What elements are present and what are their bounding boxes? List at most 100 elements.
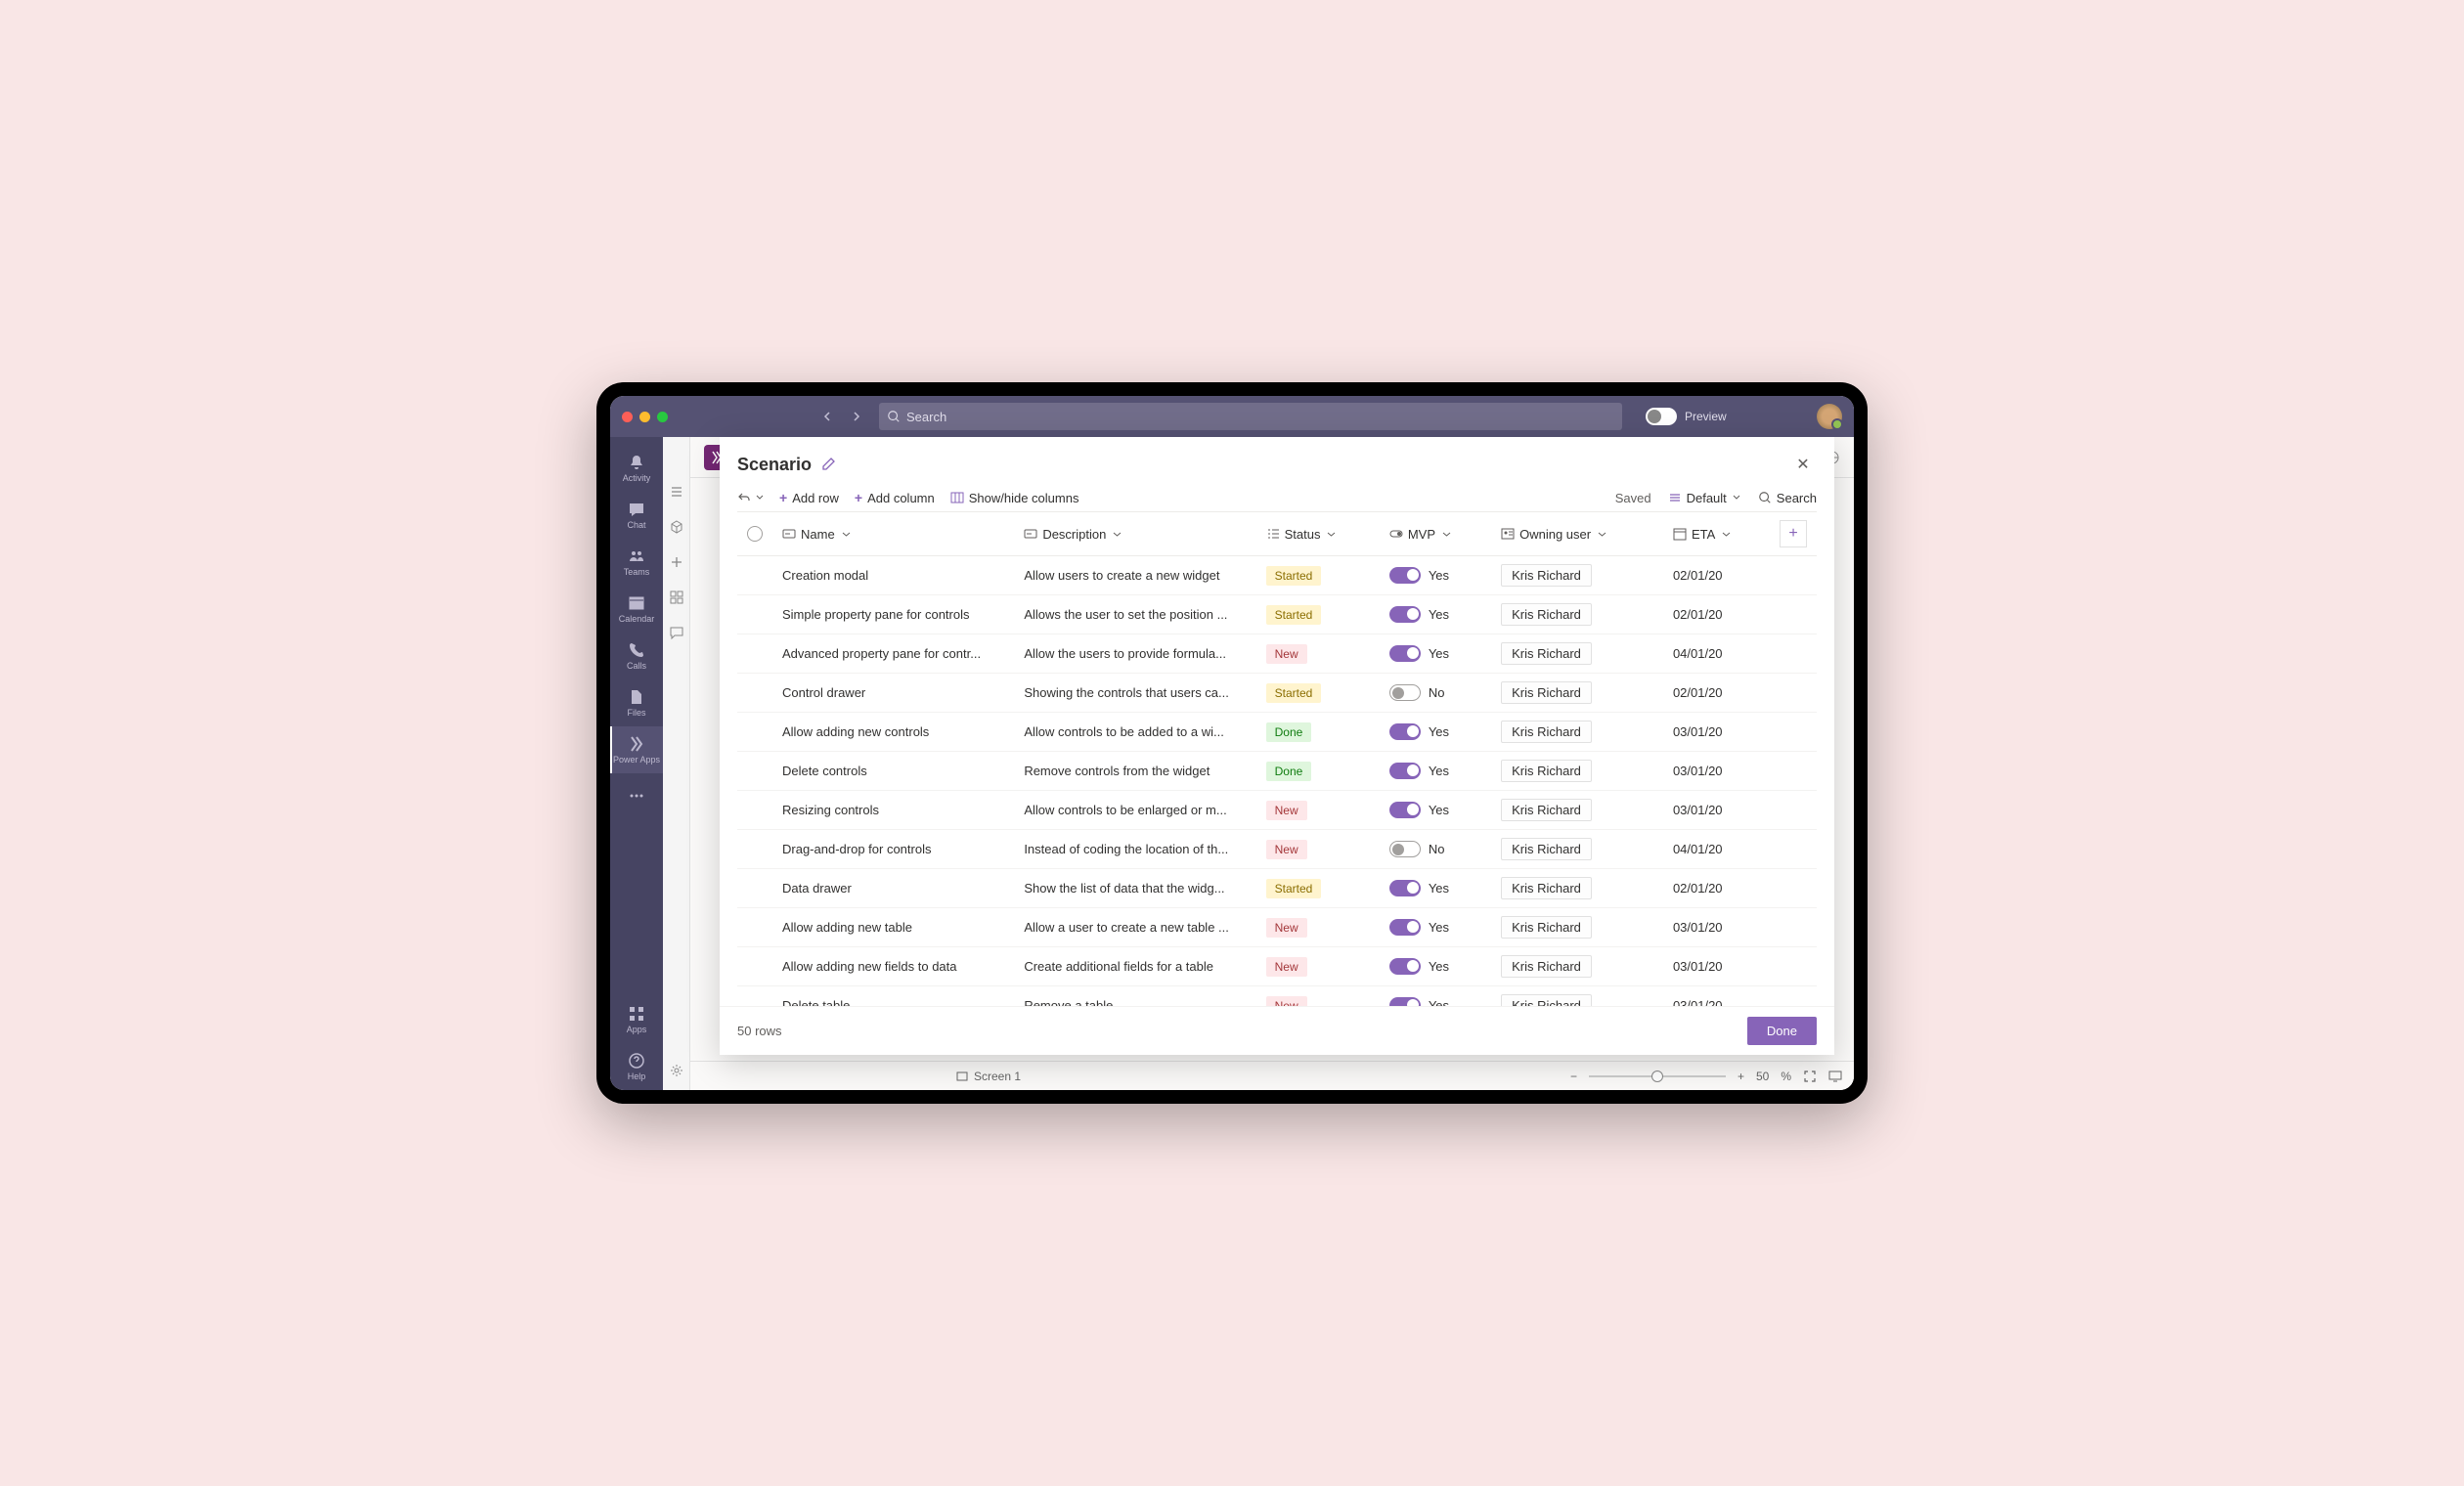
mvp-toggle[interactable] <box>1389 880 1421 896</box>
maximize-window[interactable] <box>657 412 668 422</box>
cell-name: Allow adding new table <box>772 908 1014 947</box>
cell-eta: 03/01/20 <box>1663 713 1770 752</box>
cell-status: Started <box>1256 869 1380 908</box>
cell-name: Simple property pane for controls <box>772 595 1014 634</box>
rail-item-apps[interactable]: Apps <box>610 996 663 1043</box>
mvp-toggle[interactable] <box>1389 684 1421 701</box>
tree-icon[interactable] <box>669 484 684 500</box>
fit-icon[interactable] <box>1803 1070 1817 1083</box>
column-header-description[interactable]: Description <box>1014 512 1255 556</box>
table-row[interactable]: Data drawer Show the list of data that t… <box>737 869 1817 908</box>
select-all[interactable] <box>747 526 763 542</box>
rail-item-calls[interactable]: Calls <box>610 633 663 679</box>
rail-item-files[interactable]: Files <box>610 679 663 726</box>
table-row[interactable]: Delete table Remove a table New Yes Kris… <box>737 986 1817 1007</box>
cell-owner: Kris Richard <box>1491 908 1663 947</box>
add-column-button[interactable]: +Add column <box>855 490 935 505</box>
settings-icon[interactable] <box>669 1063 684 1078</box>
view-selector[interactable]: Default <box>1669 491 1740 505</box>
undo-button[interactable] <box>737 491 764 504</box>
cell-eta: 03/01/20 <box>1663 986 1770 1007</box>
cell-eta: 03/01/20 <box>1663 791 1770 830</box>
mvp-toggle[interactable] <box>1389 958 1421 975</box>
mvp-toggle[interactable] <box>1389 841 1421 857</box>
cell-status: Started <box>1256 595 1380 634</box>
rail-item-power-apps[interactable]: Power Apps <box>610 726 663 773</box>
mvp-toggle[interactable] <box>1389 723 1421 740</box>
table-row[interactable]: Simple property pane for controls Allows… <box>737 595 1817 634</box>
zoom-in[interactable]: + <box>1738 1070 1744 1083</box>
preview-toggle[interactable]: Preview <box>1646 408 1727 425</box>
chat-icon[interactable] <box>669 625 684 640</box>
device-screen: Search Preview ActivityChatTeamsCalendar… <box>610 396 1854 1090</box>
more-icon <box>628 787 645 805</box>
global-search[interactable]: Search <box>879 403 1622 430</box>
table-row[interactable]: Allow adding new fields to data Create a… <box>737 947 1817 986</box>
table-row[interactable]: Creation modal Allow users to create a n… <box>737 556 1817 595</box>
table-row[interactable]: Resizing controls Allow controls to be e… <box>737 791 1817 830</box>
show-hide-columns-button[interactable]: Show/hide columns <box>950 491 1079 505</box>
mvp-toggle[interactable] <box>1389 606 1421 623</box>
search-button[interactable]: Search <box>1758 491 1817 505</box>
mvp-toggle[interactable] <box>1389 919 1421 936</box>
preview-switch[interactable] <box>1646 408 1677 425</box>
files-icon <box>628 688 645 706</box>
nav-back[interactable] <box>816 405 840 428</box>
mvp-toggle[interactable] <box>1389 763 1421 779</box>
table-row[interactable]: Delete controls Remove controls from the… <box>737 752 1817 791</box>
cube-icon[interactable] <box>669 519 684 535</box>
zoom-slider[interactable] <box>1589 1075 1726 1077</box>
mvp-toggle[interactable] <box>1389 997 1421 1006</box>
cell-owner: Kris Richard <box>1491 947 1663 986</box>
mvp-toggle[interactable] <box>1389 802 1421 818</box>
rail-item-[interactable] <box>610 773 663 820</box>
add-row-button[interactable]: +Add row <box>779 490 839 505</box>
apps-icon <box>628 1005 645 1023</box>
calls-icon <box>628 641 645 659</box>
zoom-value: 50 <box>1756 1070 1769 1083</box>
cell-status: Started <box>1256 674 1380 713</box>
cell-status: New <box>1256 947 1380 986</box>
cell-description: Allow controls to be added to a wi... <box>1014 713 1255 752</box>
column-header-mvp[interactable]: MVP <box>1380 512 1491 556</box>
add-column-icon[interactable]: + <box>1780 520 1807 547</box>
cell-eta: 02/01/20 <box>1663 674 1770 713</box>
mvp-toggle[interactable] <box>1389 645 1421 662</box>
search-icon <box>887 410 901 423</box>
rail-item-chat[interactable]: Chat <box>610 492 663 539</box>
mvp-toggle[interactable] <box>1389 567 1421 584</box>
rail-item-activity[interactable]: Activity <box>610 445 663 492</box>
close-modal[interactable]: ✕ <box>1789 451 1817 478</box>
table-row[interactable]: Drag-and-drop for controls Instead of co… <box>737 830 1817 869</box>
column-header-owner[interactable]: Owning user <box>1491 512 1663 556</box>
rail-item-calendar[interactable]: Calendar <box>610 586 663 633</box>
zoom-out[interactable]: − <box>1570 1070 1577 1083</box>
bell-icon <box>628 454 645 471</box>
table-row[interactable]: Allow adding new controls Allow controls… <box>737 713 1817 752</box>
cell-name: Control drawer <box>772 674 1014 713</box>
edit-title-icon[interactable] <box>821 458 835 471</box>
nav-forward[interactable] <box>844 405 867 428</box>
done-button[interactable]: Done <box>1747 1017 1817 1045</box>
minimize-window[interactable] <box>639 412 650 422</box>
add-icon[interactable] <box>669 554 684 570</box>
titlebar: Search Preview <box>610 396 1854 437</box>
table-row[interactable]: Control drawer Showing the controls that… <box>737 674 1817 713</box>
cell-eta: 03/01/20 <box>1663 752 1770 791</box>
rail-item-teams[interactable]: Teams <box>610 539 663 586</box>
table-row[interactable]: Allow adding new table Allow a user to c… <box>737 908 1817 947</box>
cell-description: Remove a table <box>1014 986 1255 1007</box>
close-window[interactable] <box>622 412 633 422</box>
column-header-status[interactable]: Status <box>1256 512 1380 556</box>
table-row[interactable]: Advanced property pane for contr... Allo… <box>737 634 1817 674</box>
cell-name: Creation modal <box>772 556 1014 595</box>
present-icon[interactable] <box>1828 1070 1842 1083</box>
column-header-name[interactable]: Name <box>772 512 1014 556</box>
screen-indicator[interactable]: Screen 1 <box>956 1070 1021 1083</box>
rail-item-help[interactable]: Help <box>610 1043 663 1090</box>
grid-icon[interactable] <box>669 590 684 605</box>
column-header-eta[interactable]: ETA <box>1663 512 1770 556</box>
user-avatar[interactable] <box>1817 404 1842 429</box>
cell-owner: Kris Richard <box>1491 713 1663 752</box>
cell-eta: 04/01/20 <box>1663 830 1770 869</box>
